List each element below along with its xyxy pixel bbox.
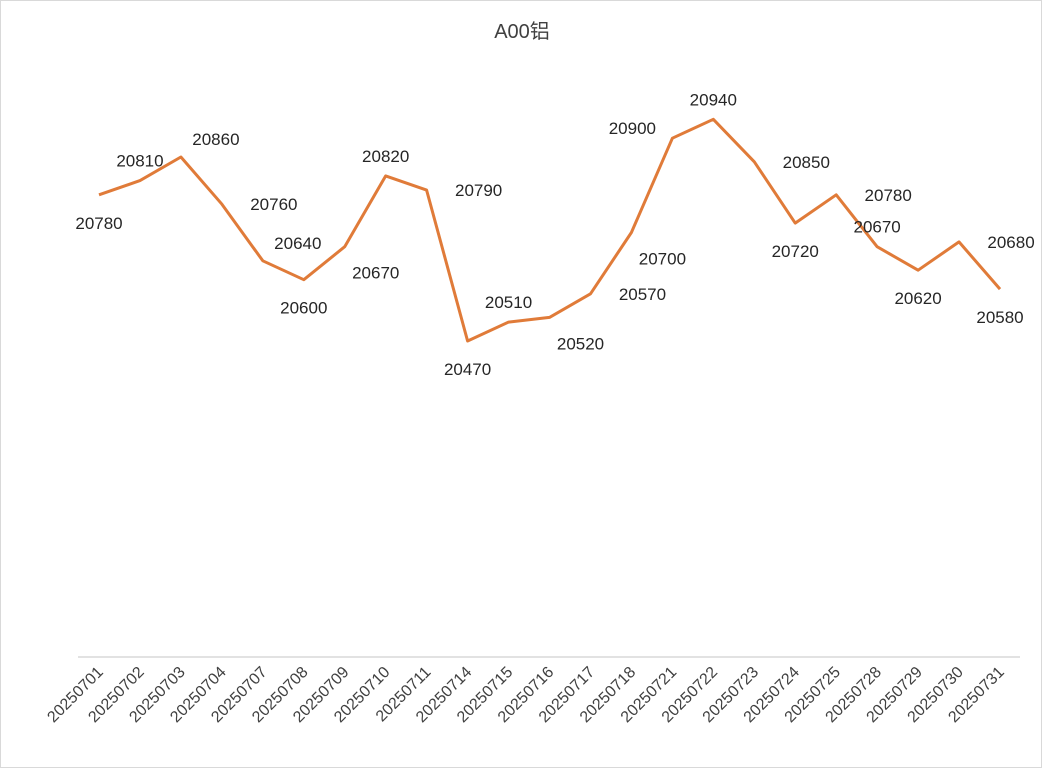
data-label: 20570 — [619, 285, 666, 304]
data-label: 20780 — [75, 214, 122, 233]
data-label: 20700 — [639, 250, 686, 269]
x-tick-labels: 2025070120250702202507032025070420250707… — [44, 664, 1007, 726]
data-label: 20620 — [894, 289, 941, 308]
data-label: 20600 — [280, 299, 327, 318]
data-label: 20820 — [362, 147, 409, 166]
data-label: 20680 — [987, 233, 1034, 252]
series-line — [98, 117, 1002, 343]
data-label: 20510 — [485, 293, 532, 312]
data-label: 20780 — [865, 186, 912, 205]
line-chart: A00铝 20780 20810 20860 20760 20640 20600 20670… — [44, 20, 1034, 726]
data-label: 20790 — [455, 181, 502, 200]
data-label: 20860 — [192, 130, 239, 149]
data-label: 20850 — [783, 153, 830, 172]
data-label: 20810 — [116, 152, 163, 171]
chart-title: A00铝 — [494, 20, 550, 43]
data-label: 20760 — [250, 195, 297, 214]
data-label: 20470 — [444, 360, 491, 379]
data-label: 20670 — [853, 218, 900, 237]
data-label: 20520 — [557, 334, 604, 353]
data-label: 20580 — [976, 308, 1023, 327]
data-label: 20670 — [352, 264, 399, 283]
drop-lines — [98, 119, 1001, 633]
data-labels: 20780 20810 20860 20760 20640 20600 20670 20820… — [75, 90, 1034, 379]
data-label: 20900 — [609, 119, 656, 138]
data-label: 20640 — [274, 234, 321, 253]
data-label: 20940 — [690, 90, 737, 109]
data-label: 20720 — [772, 242, 819, 261]
chart-area: A00铝 20780 20810 20860 20760 20640 20600 20670… — [0, 0, 1042, 768]
